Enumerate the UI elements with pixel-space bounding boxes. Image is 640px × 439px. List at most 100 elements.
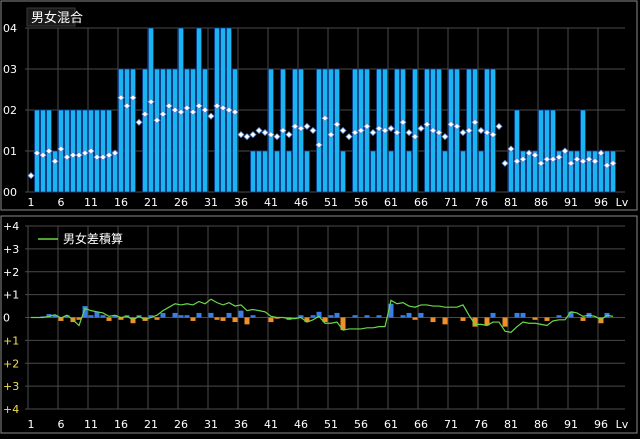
top-bar <box>442 150 448 193</box>
top-bar <box>316 68 322 193</box>
top-diamond-point <box>513 157 521 165</box>
bottom-diff-bar <box>544 317 550 321</box>
bottom-diff-bar <box>430 317 436 323</box>
top-diamond-point <box>429 126 437 135</box>
top-bar <box>544 109 550 193</box>
top-bar <box>190 68 196 193</box>
bottom-diff-bar <box>502 317 508 327</box>
top-diamond-point <box>273 133 281 141</box>
top-bar <box>610 150 616 193</box>
bottom-diff-bar <box>316 311 322 318</box>
top-diamond-point <box>249 131 257 139</box>
top-bar <box>574 150 580 193</box>
top-bar <box>460 150 466 193</box>
top-bar <box>364 68 370 193</box>
top-diamond-point <box>399 118 407 126</box>
top-diamond-point <box>483 128 491 137</box>
bottom-diff-bar <box>106 317 112 321</box>
top-diamond-point <box>117 94 125 102</box>
bottom-diff-bar <box>406 312 412 318</box>
bottom-diff-bar <box>172 312 178 318</box>
top-x-tick-label: 81 <box>504 196 518 209</box>
top-diamond-point <box>297 124 305 133</box>
bottom-y-tick-label: +1 <box>3 289 19 302</box>
top-bar <box>256 150 262 193</box>
bottom-diff-bar <box>220 317 226 321</box>
top-x-tick-label: 26 <box>174 196 188 209</box>
top-diamond-point <box>543 155 551 163</box>
top-diamond-point <box>507 145 515 153</box>
bottom-diff-bar <box>352 315 358 318</box>
bottom-diff-bar <box>334 312 340 318</box>
top-bar <box>304 150 310 193</box>
top-y-tick-label: 01 <box>3 145 17 158</box>
top-diamond-point <box>255 126 263 135</box>
top-x-tick-label: 86 <box>534 196 548 209</box>
bottom-diff-bar <box>190 317 196 321</box>
top-diamond-point <box>351 128 359 137</box>
top-bar <box>568 150 574 193</box>
bottom-diff-bar <box>418 312 424 318</box>
top-diamond-point <box>267 131 275 139</box>
bottom-x-tick-label: 46 <box>294 418 308 431</box>
top-bar <box>118 68 124 193</box>
bottom-x-tick-label: 81 <box>504 418 518 431</box>
top-bar <box>124 68 130 193</box>
top-diamond-point <box>81 149 89 157</box>
top-bar <box>76 109 82 193</box>
bottom-diff-bar <box>64 315 70 318</box>
top-bar <box>112 150 118 193</box>
top-bar <box>448 68 454 193</box>
top-diamond-point <box>345 133 353 141</box>
top-diamond-point <box>33 149 41 157</box>
top-diamond-point <box>105 151 113 159</box>
top-x-tick-label: 16 <box>114 196 128 209</box>
top-bar <box>538 109 544 193</box>
bottom-diff-bar <box>250 315 256 318</box>
top-diamond-point <box>489 131 497 139</box>
bottom-diff-bar <box>88 315 94 318</box>
top-x-tick-label: 96 <box>594 196 608 209</box>
bottom-diff-bar <box>412 317 418 320</box>
bottom-diff-bar <box>238 310 244 318</box>
top-bar <box>274 150 280 193</box>
bottom-diff-bar <box>568 311 574 318</box>
top-diamond-point <box>39 151 47 159</box>
top-diamond-point <box>441 133 449 141</box>
top-diamond-point <box>423 120 431 128</box>
top-bar <box>142 68 148 193</box>
bottom-diff-bar <box>310 315 316 318</box>
top-bar <box>172 68 178 193</box>
bottom-diff-bar <box>94 311 100 318</box>
top-diamond-point <box>285 131 293 139</box>
top-diamond-point <box>261 128 269 137</box>
top-bar <box>478 150 484 193</box>
top-bar <box>562 150 568 193</box>
top-diamond-point <box>171 106 179 114</box>
top-chart-title: 男女混合 <box>31 10 83 26</box>
top-diamond-point <box>111 149 119 157</box>
top-bar <box>508 150 514 193</box>
top-bar <box>328 68 334 193</box>
bottom-x-tick-label: 66 <box>414 418 428 431</box>
top-bar <box>472 68 478 193</box>
top-x-tick-label: 1 <box>28 196 35 209</box>
top-diamond-point <box>123 102 131 110</box>
top-bar <box>268 68 274 193</box>
top-diamond-point <box>405 128 413 137</box>
top-diamond-point <box>411 133 419 141</box>
bottom-diff-bar <box>322 317 328 323</box>
top-y-tick-label: 04 <box>3 22 17 35</box>
bottom-panel-frame <box>0 215 638 434</box>
top-diamond-point <box>195 102 203 110</box>
bottom-diff-bar <box>178 315 184 318</box>
bottom-x-tick-label: 31 <box>204 418 218 431</box>
top-diamond-point <box>243 133 251 141</box>
top-x-tick-label: 71 <box>444 196 458 209</box>
top-diamond-point <box>609 159 617 167</box>
bottom-diff-bar <box>154 317 160 320</box>
top-diamond-point <box>477 126 485 135</box>
top-bar <box>592 150 598 193</box>
bottom-diff-bar <box>514 312 520 318</box>
